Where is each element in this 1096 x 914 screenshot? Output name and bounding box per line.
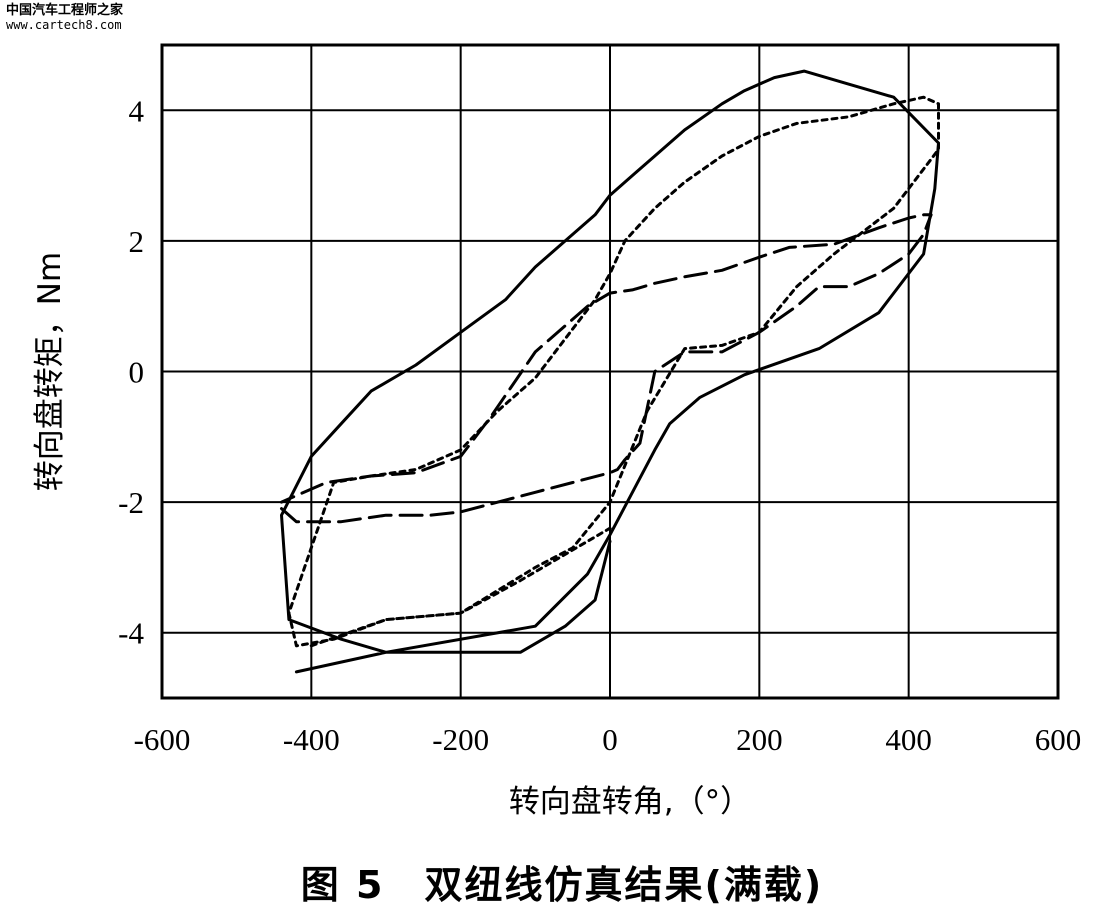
y-tick-label: -2 bbox=[118, 485, 144, 520]
y-tick-label: 2 bbox=[129, 224, 145, 259]
watermark-url: www.cartech8.com bbox=[6, 17, 122, 32]
x-tick-label: -400 bbox=[283, 722, 340, 757]
plot-frame bbox=[160, 43, 1060, 700]
x-tick-label: 200 bbox=[736, 722, 783, 757]
series-line-dotted bbox=[287, 95, 940, 648]
grid bbox=[162, 45, 1058, 698]
y-tick-label: 4 bbox=[129, 93, 145, 128]
series-line-dashed bbox=[280, 213, 933, 524]
y-tick-label: -4 bbox=[118, 616, 144, 651]
x-axis-title: 转向盘转角,（°） bbox=[509, 784, 751, 820]
tick-labels: -600 -400 -200 0 200 400 600 4 2 0 -2 -4 bbox=[118, 93, 1081, 757]
figure-caption: 图 5 双纽线仿真结果(满载) bbox=[301, 863, 823, 907]
series-layer bbox=[280, 69, 940, 674]
x-tick-label: 400 bbox=[885, 722, 932, 757]
y-tick-label: 0 bbox=[129, 355, 145, 390]
x-tick-label: -200 bbox=[432, 722, 489, 757]
watermark-site-name: 中国汽车工程师之家 bbox=[6, 3, 124, 18]
x-tick-label: 600 bbox=[1035, 722, 1082, 757]
x-tick-label: -600 bbox=[134, 722, 191, 757]
watermark: 中国汽车工程师之家 www.cartech8.com bbox=[6, 3, 124, 33]
series-line-solid bbox=[280, 69, 940, 674]
y-axis-title: 转向盘转矩，Nm bbox=[32, 252, 68, 491]
x-tick-label: 0 bbox=[602, 722, 618, 757]
